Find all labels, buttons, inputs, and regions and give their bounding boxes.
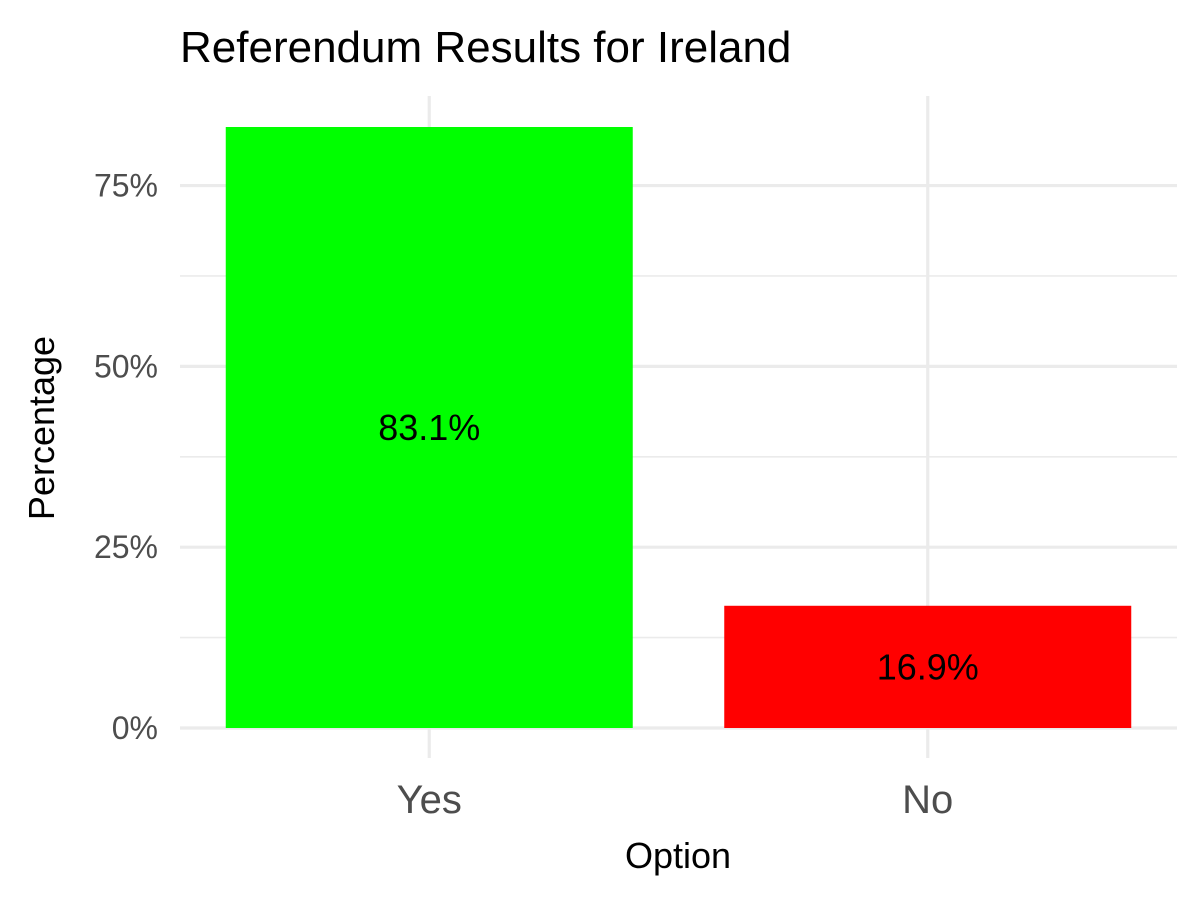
y-tick-label: 75%: [94, 168, 158, 204]
chart-title: Referendum Results for Ireland: [180, 23, 791, 72]
y-tick-label: 25%: [94, 529, 158, 565]
bar-no: [724, 605, 1132, 728]
bars-layer: [225, 127, 1132, 728]
y-axis-ticks: 0% 25% 50% 75%: [94, 168, 158, 746]
y-tick-label: 50%: [94, 348, 158, 384]
y-axis-title: Percentage: [21, 336, 62, 520]
x-tick-label-no: No: [902, 778, 953, 822]
y-tick-label: 0%: [112, 710, 158, 746]
x-tick-label-yes: Yes: [397, 778, 462, 822]
data-label-no: 16.9%: [877, 646, 979, 687]
data-label-yes: 83.1%: [378, 407, 480, 448]
data-labels-layer: 83.1% 16.9%: [378, 407, 979, 687]
x-axis-ticks: Yes No: [397, 778, 954, 822]
x-axis-title: Option: [625, 835, 731, 876]
bar-yes: [225, 127, 633, 728]
